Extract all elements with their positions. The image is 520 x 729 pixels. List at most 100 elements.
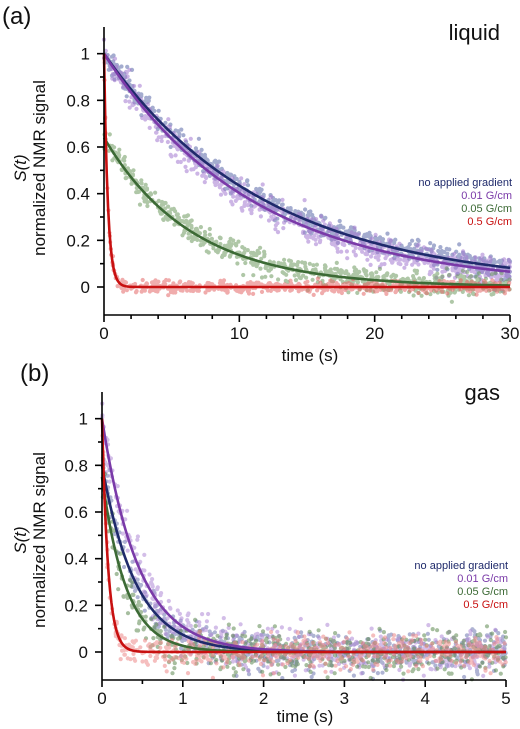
panel-a-data-point (225, 243, 230, 248)
panel-b-data-point (373, 661, 378, 667)
panel-a-data-point (491, 257, 497, 262)
panel-a-data-point (308, 209, 313, 214)
panel-a-data-point (349, 230, 354, 235)
panel-a-data-point (242, 246, 247, 251)
panel-a-data-point (239, 188, 244, 193)
panel-a-data-point (221, 278, 227, 283)
panel-a-legend-entry: 0.05 G/cm (461, 203, 512, 215)
panel-b-data-point (384, 667, 389, 673)
panel-b-label: (b) (20, 360, 49, 387)
panel-b-data-point (271, 637, 276, 642)
panel-a-legend-entry: no applied gradient (418, 177, 512, 189)
panel-a-data-point (465, 269, 470, 275)
panel-a-data-point (255, 261, 260, 266)
panel-b-data-point (481, 673, 486, 679)
panel-b-data-point (285, 661, 290, 666)
panel-b-data-point (449, 658, 454, 663)
panel-a-data-point (417, 276, 422, 281)
panel-b-data-point (338, 667, 343, 672)
panel-a-data-point (495, 288, 500, 293)
panel-a-data-point (248, 207, 253, 212)
panel-b-data-point (326, 656, 331, 662)
panel-b-data-point (132, 588, 138, 594)
panel-a-data-point (344, 249, 349, 254)
panel-a-data-point (497, 258, 502, 263)
panel-a-data-point (475, 288, 480, 294)
panel-a-data-point (407, 288, 413, 293)
panel-a-data-point (323, 268, 328, 273)
panel-a-data-point (440, 289, 445, 294)
panel-a-legend-entry: 0.01 G/cm (461, 190, 512, 202)
panel-a-data-point (319, 214, 324, 219)
panel-b-data-point (400, 659, 405, 664)
panel-b-data-point (371, 667, 376, 672)
panel-b-data-point (399, 664, 404, 669)
panel-a-data-point (143, 182, 148, 187)
panel-a-data-point (168, 144, 173, 150)
panel-a-data-point (263, 265, 268, 270)
panel-a-data-point (313, 237, 318, 242)
panel-b-data-point (142, 625, 147, 630)
panel-a-data-point (447, 272, 452, 278)
panel-b-data-point (503, 629, 508, 635)
panel-a-data-point (127, 105, 132, 110)
panel-a-data-point (313, 242, 319, 247)
panel-a-data-point (164, 277, 169, 283)
panel-a-data-point (323, 264, 328, 269)
panel-a-data-point (305, 233, 310, 238)
panel-b-data-point (323, 661, 328, 666)
panel-b-data-point (372, 653, 377, 659)
panel-b-data-point (285, 645, 290, 650)
panel-b-data-point (152, 605, 158, 610)
panel-b-data-point (158, 593, 163, 598)
panel-b-data-point (329, 663, 335, 668)
panel-a-data-point (373, 232, 378, 237)
panel-b-data-point (325, 640, 331, 646)
panel-a-data-point (297, 275, 302, 280)
panel-b-data-point (260, 673, 266, 678)
panel-a-data-point (421, 276, 426, 281)
panel-a-data-point (186, 231, 191, 236)
panel-a-data-point (416, 290, 421, 296)
panel-a-data-point (273, 216, 278, 221)
panel-b-data-point (346, 654, 351, 659)
panel-a-data-point (295, 263, 300, 268)
panel-b-data-point (296, 634, 302, 639)
panel-a-data-point (425, 247, 430, 252)
panel-a-data-point (433, 273, 438, 278)
panel-a-data-point (259, 256, 264, 261)
panel-b-data-point (172, 661, 177, 666)
panel-b-data-point (382, 635, 387, 640)
panel-b-data-point (348, 667, 353, 672)
panel-a-data-point (310, 277, 315, 282)
panel-a-data-point (293, 216, 298, 221)
panel-b-data-point (487, 658, 492, 664)
panel-a-data-point (288, 259, 294, 264)
panel-b-data-point (485, 634, 490, 639)
panel-a-data-point (280, 270, 285, 275)
panel-b-data-point (483, 656, 488, 661)
panel-b-data-point (418, 658, 423, 663)
panel-b-data-point (136, 628, 141, 633)
panel-a-data-point (209, 236, 214, 241)
panel-b-data-point (197, 623, 202, 628)
panel-b-data-point (336, 633, 341, 638)
panel-a-data-point (369, 271, 374, 276)
panel-b-data-point (231, 626, 236, 631)
panel-a-data-point (142, 199, 147, 204)
panel-a-data-point (112, 56, 118, 61)
panel-b-data-point (362, 644, 368, 649)
panel-b-data-point (309, 663, 314, 668)
panel-a-data-point (152, 108, 157, 114)
panel-b-data-point (351, 673, 356, 678)
panel-a-data-point (193, 146, 198, 151)
panel-b-data-point (307, 629, 312, 635)
panel-a-data-point (189, 167, 194, 172)
panel-a-data-point (373, 250, 378, 255)
panel-b-data-point (178, 635, 183, 640)
panel-b-scatter-3 (100, 433, 508, 681)
panel-a-data-point (161, 200, 166, 205)
panel-b-data-point (298, 616, 303, 622)
panel-a-data-point (239, 290, 244, 295)
panel-b-data-point (238, 622, 243, 627)
